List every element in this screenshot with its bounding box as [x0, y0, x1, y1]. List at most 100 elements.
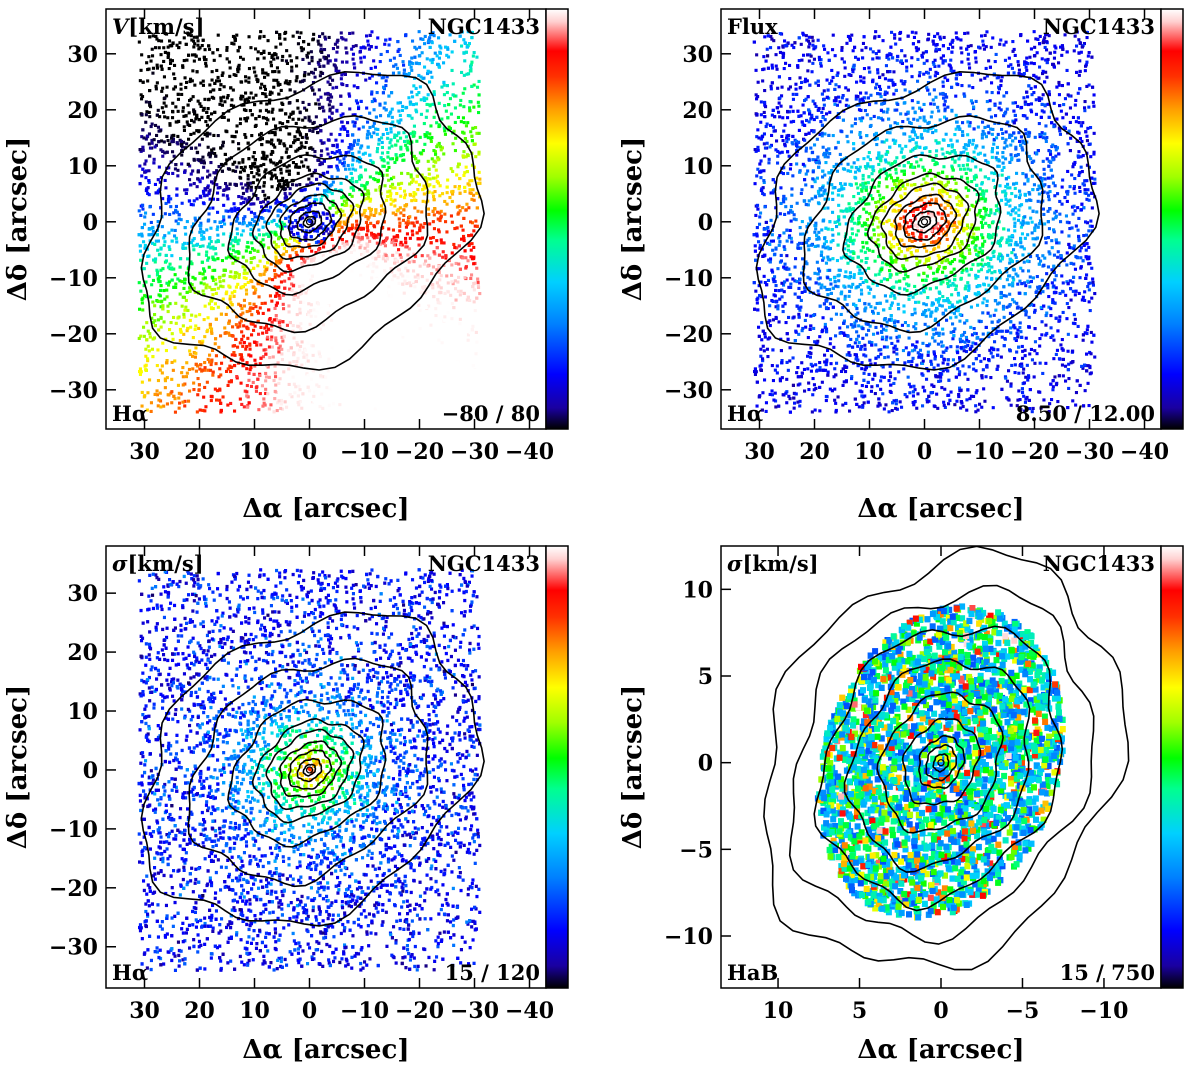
map-pixel	[270, 320, 274, 324]
map-pixel	[461, 91, 465, 95]
map-pixel	[263, 75, 267, 79]
map-pixel	[328, 190, 332, 194]
map-pixel	[306, 256, 310, 260]
map-pixel	[199, 158, 203, 162]
map-pixel	[317, 350, 321, 354]
map-pixel	[241, 311, 245, 315]
map-pixel	[445, 347, 449, 351]
map-pixel	[329, 299, 333, 303]
map-pixel	[268, 294, 272, 298]
map-pixel	[295, 359, 299, 363]
map-pixel	[183, 277, 187, 281]
map-pixel	[256, 57, 260, 61]
map-pixel	[395, 134, 399, 138]
map-pixel	[400, 331, 404, 335]
map-pixel	[423, 142, 427, 146]
map-pixel	[231, 244, 235, 248]
map-pixel	[283, 279, 287, 283]
map-pixel	[185, 188, 189, 192]
map-pixel	[387, 43, 391, 47]
map-pixel	[374, 45, 378, 49]
map-pixel	[413, 275, 417, 279]
map-pixel	[333, 398, 337, 402]
map-pixel	[454, 298, 458, 302]
map-pixel	[278, 377, 282, 381]
map-pixel	[351, 281, 355, 285]
map-pixel	[435, 398, 439, 402]
map-pixel	[393, 186, 397, 190]
map-pixel	[415, 231, 419, 235]
map-pixel	[291, 34, 295, 38]
map-pixel	[235, 232, 239, 236]
map-pixel	[261, 68, 265, 72]
map-pixel	[207, 206, 211, 210]
map-pixel	[358, 353, 362, 357]
map-pixel	[246, 173, 250, 177]
map-pixel	[396, 267, 400, 271]
map-pixel	[318, 74, 322, 78]
map-pixel	[382, 255, 386, 259]
map-pixel	[245, 200, 249, 204]
x-tick-label: −30	[450, 439, 499, 465]
map-pixel	[162, 46, 166, 50]
map-pixel	[313, 203, 317, 207]
map-pixel	[339, 287, 343, 291]
map-pixel	[461, 256, 465, 260]
map-pixel	[451, 169, 455, 173]
map-pixel	[147, 349, 151, 353]
map-pixel	[208, 353, 212, 357]
map-pixel	[406, 382, 410, 386]
map-pixel	[362, 55, 366, 59]
map-pixel	[397, 217, 401, 221]
velocity-title-symbol: V	[112, 14, 131, 39]
map-pixel	[248, 368, 252, 372]
map-pixel	[263, 269, 267, 273]
map-pixel	[423, 186, 427, 190]
map-pixel	[455, 173, 459, 177]
map-pixel	[389, 127, 393, 131]
map-pixel	[240, 196, 244, 200]
map-pixel	[341, 291, 345, 295]
map-pixel	[228, 167, 232, 171]
map-pixel	[318, 64, 322, 68]
map-pixel	[305, 53, 309, 57]
map-pixel	[301, 57, 305, 61]
map-pixel	[462, 237, 466, 241]
map-pixel	[279, 406, 283, 410]
map-pixel	[288, 254, 292, 258]
map-pixel	[425, 177, 429, 181]
map-pixel	[292, 246, 296, 250]
map-pixel	[386, 194, 390, 198]
map-pixel	[382, 220, 386, 224]
map-pixel	[241, 334, 245, 338]
map-pixel	[378, 212, 382, 216]
map-pixel	[361, 303, 365, 307]
map-pixel	[391, 157, 395, 161]
map-pixel	[305, 183, 309, 187]
map-pixel	[235, 124, 239, 128]
map-pixel	[245, 390, 249, 394]
map-pixel	[370, 304, 374, 308]
map-pixel	[201, 235, 205, 239]
map-pixel	[302, 355, 306, 359]
map-pixel	[456, 289, 460, 293]
map-pixel	[254, 93, 258, 97]
map-pixel	[177, 46, 181, 50]
map-pixel	[290, 69, 294, 73]
map-pixel	[330, 318, 334, 322]
map-pixel	[156, 404, 160, 408]
map-pixel	[286, 264, 290, 268]
map-pixel	[296, 390, 300, 394]
map-pixel	[254, 117, 258, 121]
map-pixel	[351, 167, 355, 171]
map-pixel	[141, 148, 145, 152]
map-pixel	[229, 242, 233, 246]
map-pixel	[196, 43, 200, 47]
map-pixel	[267, 51, 271, 55]
map-pixel	[428, 80, 432, 84]
map-pixel	[432, 115, 436, 119]
map-pixel	[231, 162, 235, 166]
map-pixel	[437, 141, 441, 145]
map-pixel	[149, 401, 153, 405]
map-pixel	[230, 207, 234, 211]
